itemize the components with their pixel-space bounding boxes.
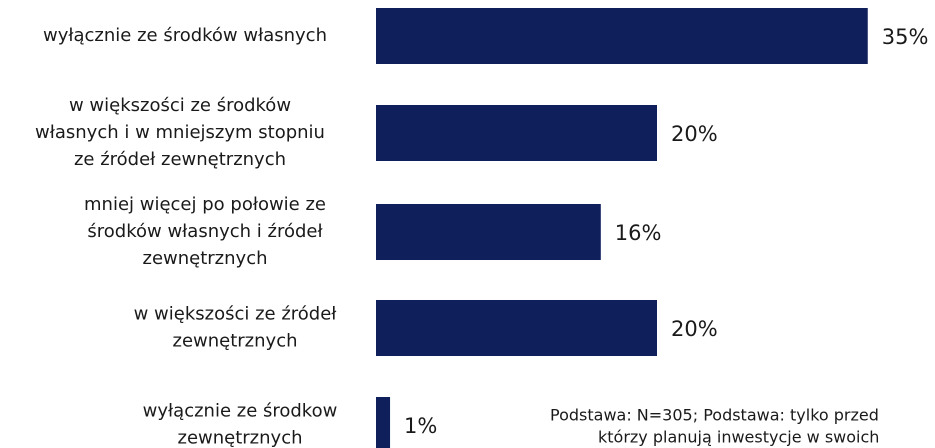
category-label: własnych i w mniejszym stopniu (35, 122, 325, 143)
value-label: 20% (671, 122, 718, 146)
category-label: zewnętrznych (143, 248, 268, 269)
category-label: w większości ze źródeł (134, 304, 338, 325)
value-label: 16% (615, 221, 662, 245)
category-label: wyłącznie ze środkow (143, 401, 338, 422)
category-label: w większości ze środków (69, 95, 291, 116)
note-line: którzy planują inwestycje w swoich (598, 428, 879, 447)
bar (376, 105, 657, 161)
bar (376, 204, 601, 260)
category-label: zewnętrznych (173, 331, 298, 352)
category-label: zewnętrznych (178, 428, 303, 448)
bar (376, 397, 391, 448)
bar (376, 300, 657, 356)
category-label: środków własnych i źródeł (87, 221, 323, 242)
category-label: mniej więcej po połowie ze (84, 194, 326, 215)
bar (376, 8, 868, 64)
value-label: 20% (671, 317, 718, 341)
note-line: Podstawa: N=305; Podstawa: tylko przed (550, 406, 879, 425)
value-label: 1% (404, 414, 437, 438)
category-label: ze źródeł zewnętrznych (74, 149, 286, 170)
value-label: 35% (882, 25, 929, 49)
category-label: wyłącznie ze środków własnych (43, 25, 327, 46)
